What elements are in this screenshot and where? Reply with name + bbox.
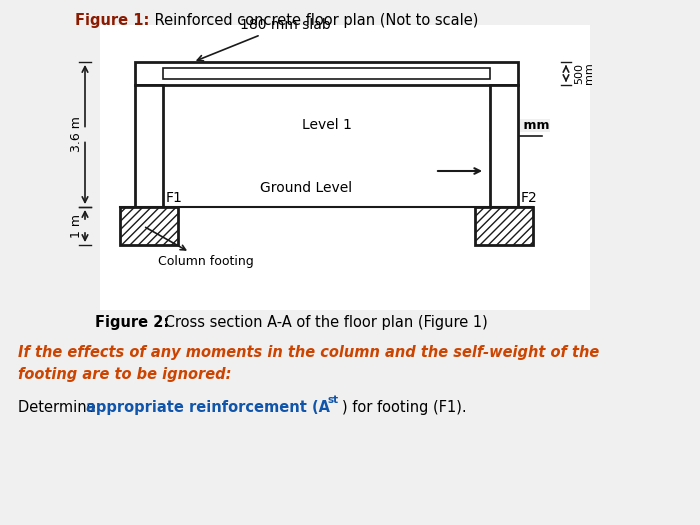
Bar [475,207,533,245]
Bar [120,207,178,245]
Text: If the effects of any moments in the column and the self-weight of the: If the effects of any moments in the col… [18,345,599,360]
Text: Reinforced concrete floor plan (Not to scale): Reinforced concrete floor plan (Not to s… [150,13,478,28]
Text: 3.6 m: 3.6 m [71,117,83,152]
Text: Ground Level: Ground Level [260,181,353,195]
Text: C1: C1 [137,169,157,183]
Text: mm: mm [584,62,594,85]
Text: 180 mm slab: 180 mm slab [197,18,330,61]
Bar [163,68,490,79]
Text: st: st [328,395,339,405]
Bar [135,62,518,85]
Text: 350 mm: 350 mm [493,119,550,132]
Text: Determine: Determine [18,400,100,415]
Text: Figure 1:: Figure 1: [75,13,149,28]
Text: appropriate reinforcement (A: appropriate reinforcement (A [86,400,330,415]
Text: 1 m: 1 m [71,214,83,238]
Text: Level 1: Level 1 [302,118,351,132]
Bar [490,85,518,207]
Text: footing are to be ignored:: footing are to be ignored: [18,367,232,382]
Text: C2: C2 [492,169,512,183]
Text: 500: 500 [574,63,584,84]
Text: F1: F1 [166,191,183,205]
Bar [135,85,163,207]
Text: F2: F2 [521,191,538,205]
Bar [100,25,590,310]
Text: Cross section A-A of the floor plan (Figure 1): Cross section A-A of the floor plan (Fig… [160,315,488,330]
Text: ) for footing (F1).: ) for footing (F1). [342,400,467,415]
Text: Figure 2:: Figure 2: [95,315,169,330]
Text: Column footing: Column footing [146,227,254,268]
